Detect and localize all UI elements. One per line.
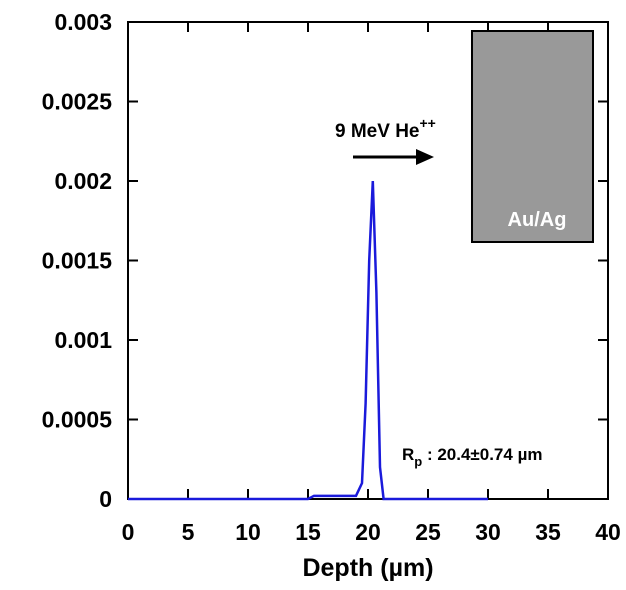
- x-tick-label: 30: [475, 519, 501, 545]
- x-tick-label: 10: [235, 519, 261, 545]
- beam-label: 9 MeV He++: [335, 115, 436, 142]
- range-label: Rp : 20.4±0.74 µm: [402, 445, 542, 469]
- x-tick-label: 0: [122, 519, 135, 545]
- x-tick-label: 15: [295, 519, 321, 545]
- x-tick-label: 25: [415, 519, 441, 545]
- range-rest: : 20.4±0.74 µm: [422, 445, 542, 464]
- y-tick-label: 0.0015: [42, 248, 113, 274]
- beam-text: 9 MeV He: [335, 121, 419, 142]
- x-tick-label: 40: [595, 519, 621, 545]
- target-box: [471, 30, 594, 243]
- beam-sup: ++: [419, 115, 435, 131]
- plot-frame: [127, 21, 609, 500]
- y-tick-label: 0: [99, 486, 112, 512]
- target-label: Au/Ag: [508, 209, 567, 231]
- y-tick-label: 0.0025: [42, 89, 113, 115]
- y-tick-label: 0.0005: [42, 407, 113, 433]
- range-sub: p: [414, 454, 422, 469]
- data-line: [128, 180, 488, 501]
- x-tick-label: 5: [182, 519, 195, 545]
- range-r: R: [402, 445, 414, 464]
- y-tick-label: 0.001: [54, 327, 112, 353]
- beam-arrowhead: [416, 149, 434, 165]
- y-tick-label: 0.002: [54, 168, 112, 194]
- x-axis-label: Depth (µm): [302, 554, 433, 582]
- x-tick-label: 20: [355, 519, 381, 545]
- x-tick-label: 35: [535, 519, 561, 545]
- y-tick-label: 0.003: [54, 9, 112, 35]
